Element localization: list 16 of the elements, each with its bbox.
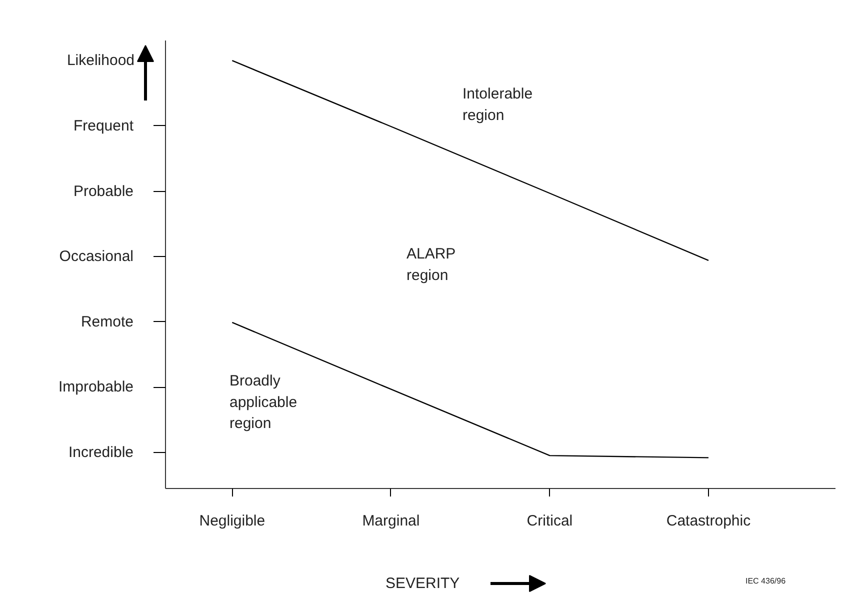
x-axis-title: SEVERITY xyxy=(386,575,460,592)
annotation: ALARP region xyxy=(406,246,456,284)
category-label: Incredible xyxy=(68,444,134,462)
annotation: Intolerable region xyxy=(462,86,533,124)
category-label: Occasional xyxy=(59,248,134,266)
annotation: Broadly applicable region xyxy=(230,372,298,432)
category-label: Probable xyxy=(73,182,134,200)
x-tick-label: Critical xyxy=(526,512,573,530)
category-label: Remote xyxy=(80,313,134,330)
text: IEC 436/96 xyxy=(746,576,786,586)
x-tick-label: Negligible xyxy=(199,512,266,530)
category-label: Frequent xyxy=(73,117,134,134)
category-label: Improbable xyxy=(58,378,134,396)
x-tick-label: Marginal xyxy=(362,512,420,530)
y-axis-title: Likelihood xyxy=(66,52,135,69)
x-tick-label: Catastrophic xyxy=(666,512,752,530)
